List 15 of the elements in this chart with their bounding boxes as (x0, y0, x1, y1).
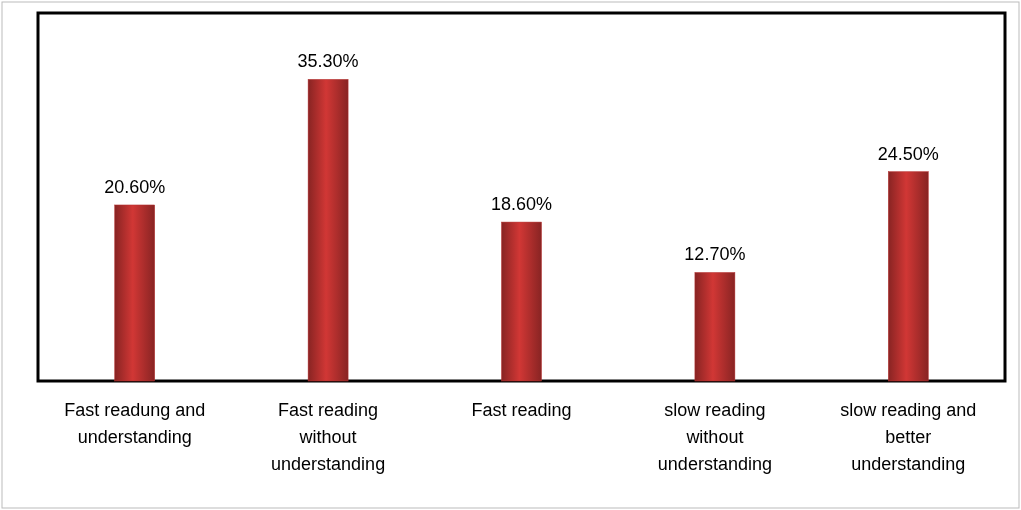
x-tick-label: slow reading and better understanding (840, 400, 977, 474)
data-label: 18.60% (490, 194, 553, 215)
bar (694, 272, 736, 382)
x-tick-label: Fast reading (471, 400, 572, 420)
data-label: 35.30% (297, 51, 359, 72)
x-tick-label: Fast reading without understanding (271, 400, 386, 474)
bar (501, 221, 542, 382)
data-label: 20.60% (104, 176, 166, 197)
bar (114, 204, 155, 382)
data-label: 24.50% (877, 143, 939, 164)
data-label: 12.70% (684, 244, 746, 265)
x-tick-label: slow reading without understanding (657, 400, 772, 474)
x-tick-label: Fast readung and understanding (64, 400, 206, 447)
bar (307, 79, 349, 382)
bar (888, 171, 929, 382)
